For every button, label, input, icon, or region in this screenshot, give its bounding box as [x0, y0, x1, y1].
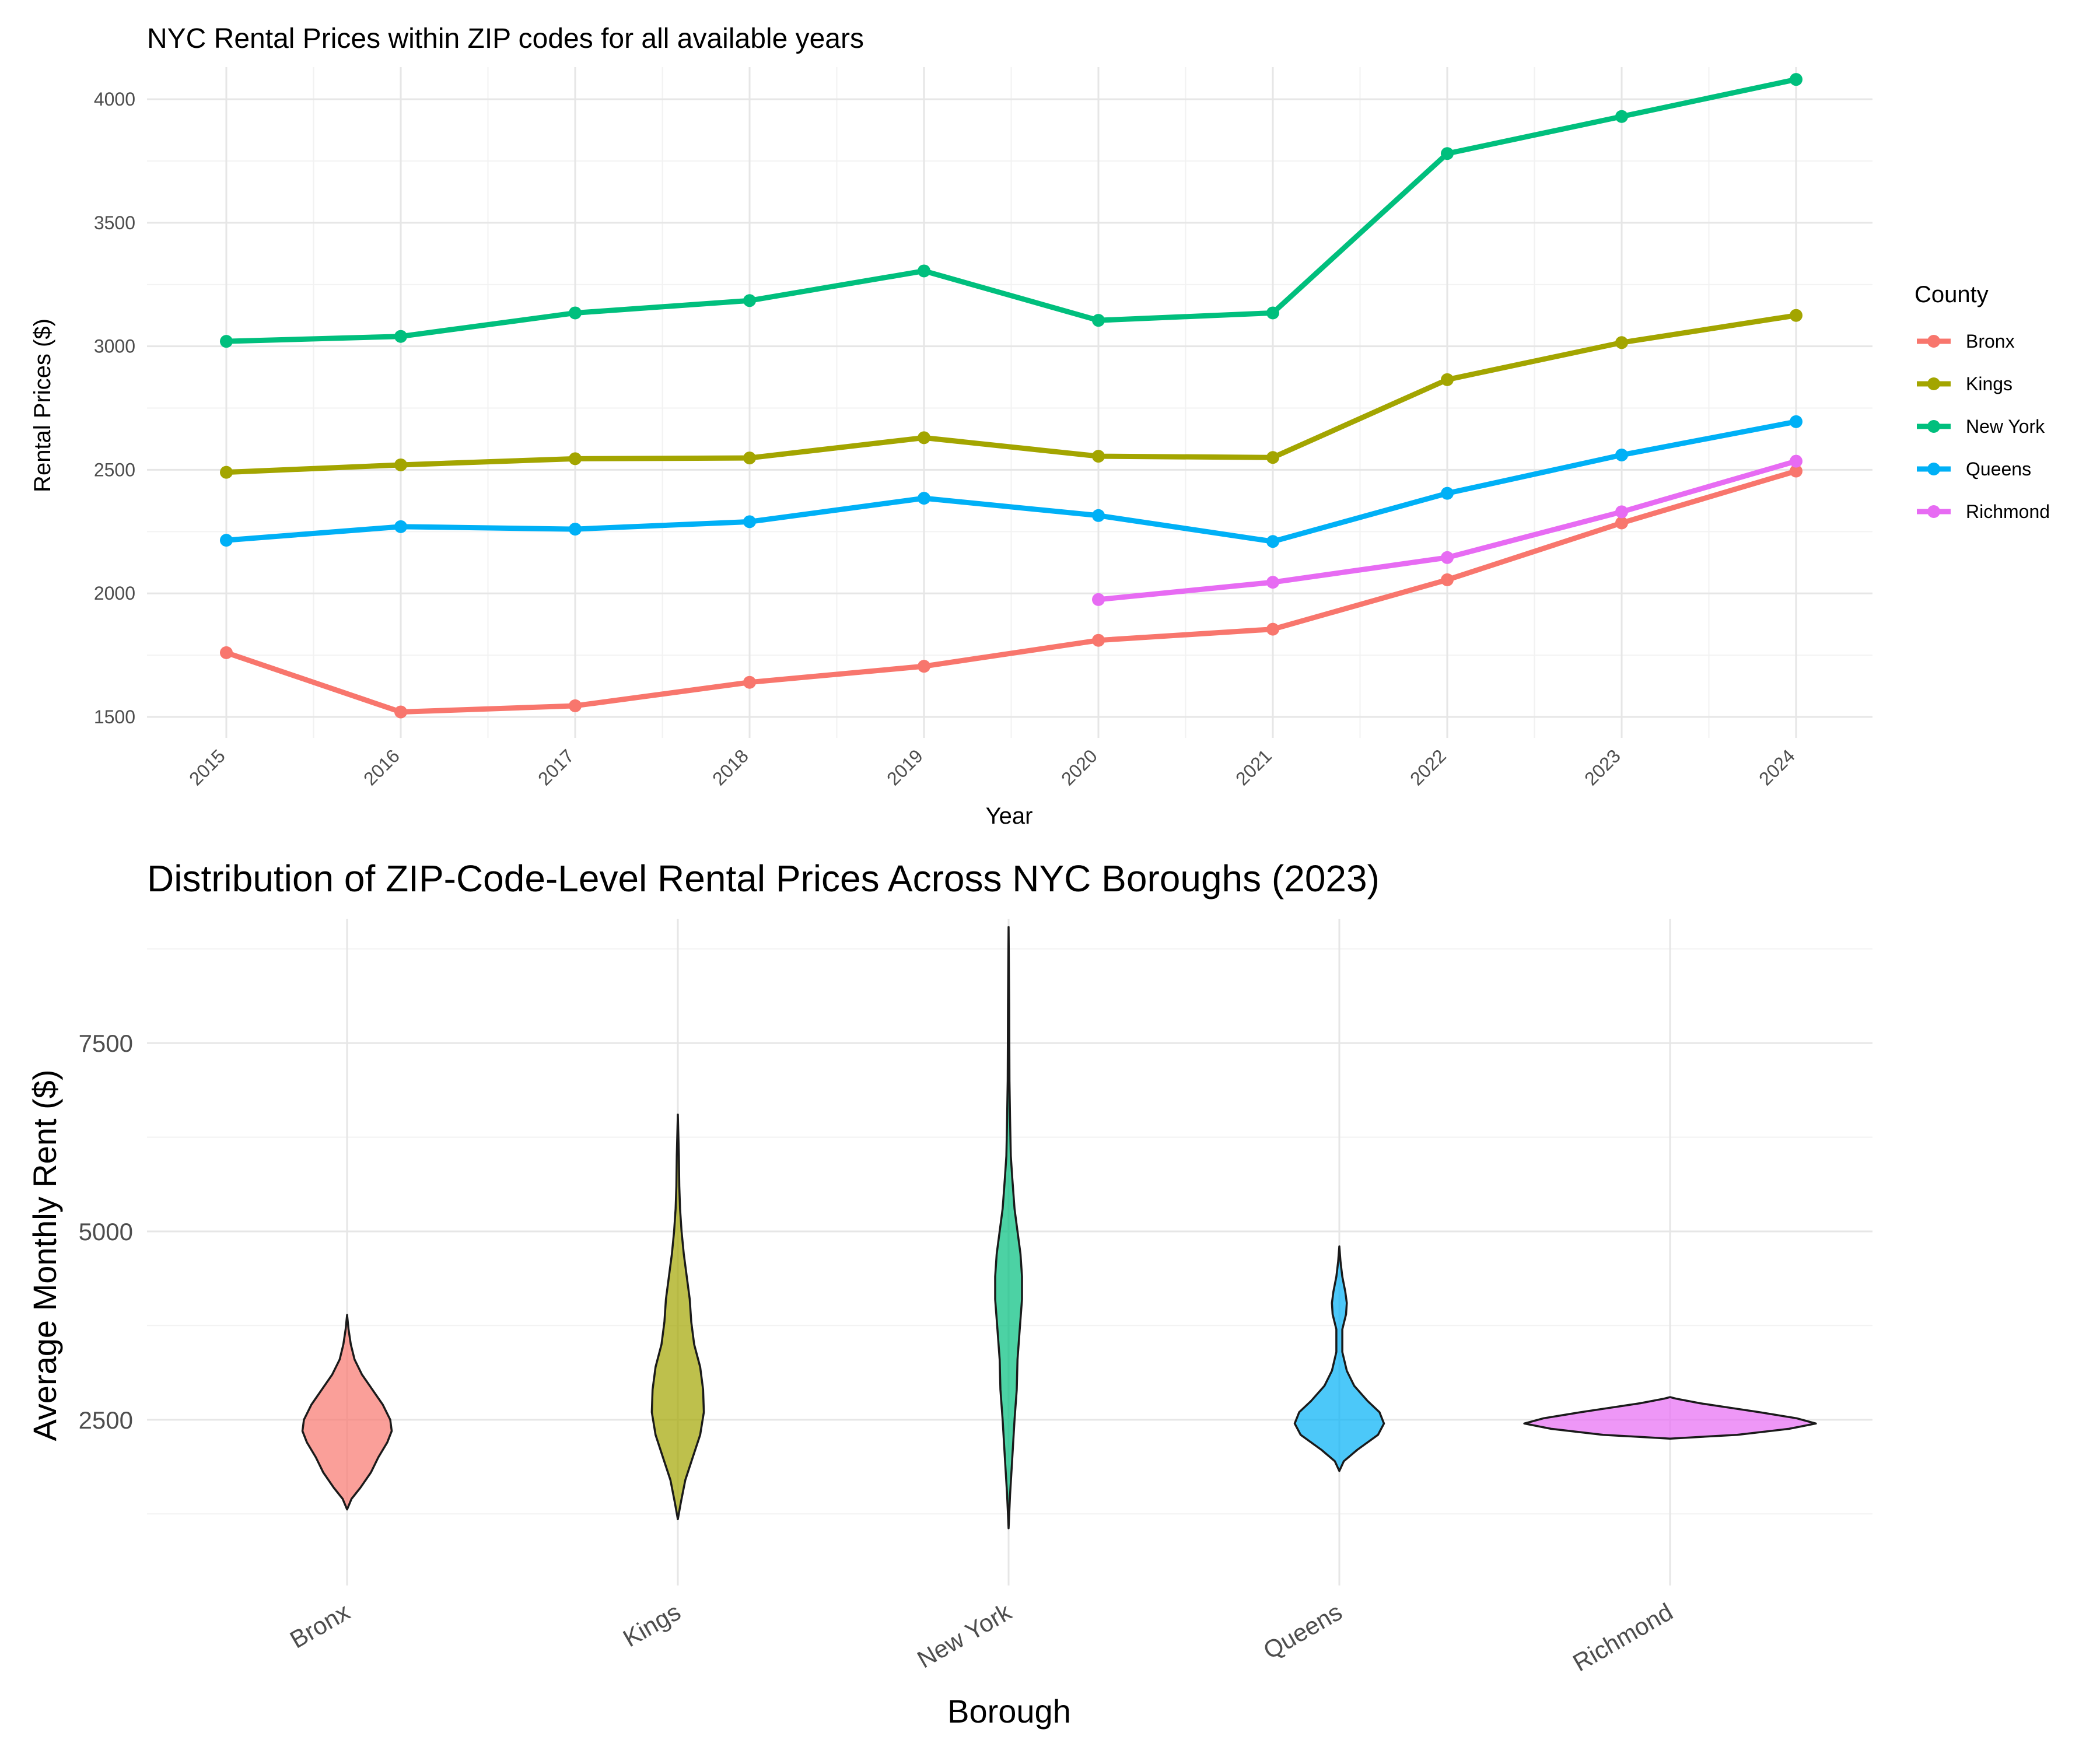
legend-item: Richmond — [1917, 501, 2050, 522]
legend-title: County — [1915, 282, 1989, 307]
violin-kings — [650, 1114, 705, 1521]
data-point — [1790, 454, 1803, 468]
series-line — [226, 419, 1797, 544]
line-chart: NYC Rental Prices within ZIP codes for a… — [30, 23, 2050, 829]
y-tick-label: 5000 — [79, 1218, 133, 1245]
y-tick-label: 7500 — [79, 1030, 133, 1057]
data-point — [1441, 487, 1454, 500]
data-point — [918, 660, 930, 673]
data-point — [1092, 450, 1105, 463]
data-point — [918, 264, 930, 278]
line-chart-legend: County Bronx Kings New York Queens Richmond — [1915, 282, 2050, 522]
data-point — [1266, 451, 1279, 464]
legend-label: Richmond — [1966, 501, 2050, 522]
y-tick-label: 2500 — [79, 1406, 133, 1434]
data-point — [569, 306, 582, 320]
violin-chart-violins — [301, 926, 1817, 1530]
data-point — [1092, 634, 1105, 647]
legend-item: Bronx — [1917, 331, 2015, 352]
legend-key-point — [1927, 335, 1940, 348]
violin-new-york — [994, 926, 1023, 1530]
y-tick-label: 1500 — [94, 706, 135, 727]
legend-label: Bronx — [1966, 331, 2015, 352]
data-point — [1615, 336, 1628, 349]
data-point — [743, 515, 756, 528]
data-point — [918, 431, 930, 444]
data-point — [220, 466, 233, 479]
data-point — [220, 335, 233, 348]
data-point — [394, 520, 407, 533]
violin-chart-y-axis-label: Average Monthly Rent ($) — [26, 1069, 63, 1441]
y-tick-label: 2500 — [94, 459, 135, 480]
line-chart-title: NYC Rental Prices within ZIP codes for a… — [147, 23, 864, 54]
data-point — [1092, 593, 1105, 606]
data-point — [1441, 147, 1454, 160]
data-point — [1441, 373, 1454, 386]
data-point — [220, 646, 233, 659]
data-point — [394, 458, 407, 471]
data-point — [1266, 576, 1279, 589]
y-tick-label: 2000 — [94, 583, 135, 604]
data-point — [1441, 573, 1454, 586]
data-point — [1790, 464, 1803, 478]
data-point — [569, 523, 582, 536]
data-point — [1266, 306, 1279, 320]
series-kings — [220, 309, 1803, 479]
data-point — [1790, 309, 1803, 322]
legend-key-point — [1927, 463, 1940, 475]
line-chart-series — [220, 73, 1803, 719]
violin-chart-title: Distribution of ZIP-Code-Level Rental Pr… — [147, 858, 1380, 900]
legend-item: Queens — [1917, 459, 2031, 480]
line-chart-x-axis-label: Year — [986, 803, 1033, 829]
data-point — [569, 452, 582, 466]
legend-label: Kings — [1966, 373, 2013, 394]
legend-key-point — [1927, 420, 1940, 433]
data-point — [1266, 535, 1279, 548]
data-point — [1615, 110, 1628, 123]
data-point — [1615, 449, 1628, 462]
data-point — [1790, 415, 1803, 428]
legend-label: Queens — [1966, 459, 2031, 480]
data-point — [1615, 516, 1628, 530]
legend-item: Kings — [1917, 373, 2013, 394]
line-chart-grid — [147, 67, 1873, 738]
violin-richmond — [1523, 1396, 1817, 1440]
legend-item: New York — [1917, 416, 2045, 437]
data-point — [1092, 314, 1105, 327]
series-line — [226, 76, 1797, 344]
violin-chart-x-axis-label: Borough — [947, 1693, 1071, 1730]
line-chart-y-ticks: 1500 2000 2500 3000 3500 4000 — [94, 89, 135, 727]
legend-key-point — [1927, 377, 1940, 390]
y-tick-label: 3500 — [94, 212, 135, 233]
series-new-york — [220, 73, 1803, 348]
data-point — [1092, 509, 1105, 522]
data-point — [918, 492, 930, 505]
violin-queens — [1293, 1245, 1385, 1472]
series-line — [225, 468, 1797, 715]
series-richmond — [1092, 454, 1803, 606]
data-point — [743, 676, 756, 689]
violin-bronx — [301, 1314, 393, 1511]
data-point — [743, 452, 756, 465]
series-bronx — [220, 464, 1803, 719]
data-point — [1790, 73, 1803, 86]
data-point — [1266, 622, 1279, 636]
data-point — [1615, 505, 1628, 519]
violin-chart-y-ticks: 2500 5000 7500 — [79, 1030, 133, 1434]
series-line — [226, 313, 1797, 475]
legend-key-point — [1927, 505, 1940, 518]
series-queens — [220, 415, 1803, 548]
data-point — [220, 534, 233, 547]
y-tick-label: 4000 — [94, 89, 135, 110]
line-chart-y-axis-label: Rental Prices ($) — [30, 318, 55, 492]
data-point — [569, 699, 582, 712]
data-point — [394, 705, 407, 719]
legend-label: New York — [1966, 416, 2045, 437]
y-tick-label: 3000 — [94, 336, 135, 357]
data-point — [743, 294, 756, 307]
data-point — [1441, 551, 1454, 564]
data-point — [394, 330, 407, 343]
